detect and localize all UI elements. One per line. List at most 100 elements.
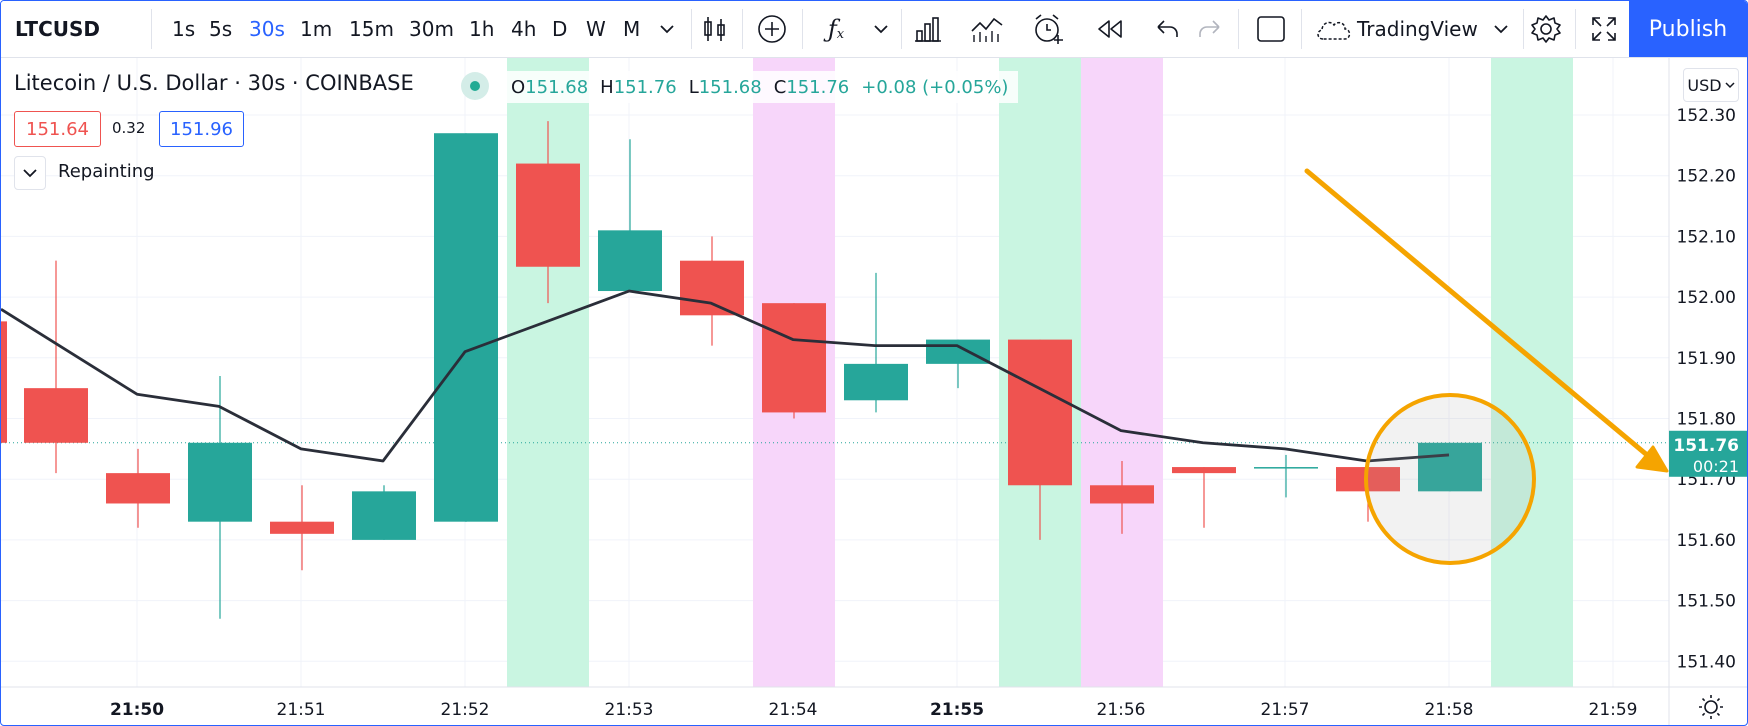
x-tick-label: 21:52 xyxy=(441,700,490,720)
indicator-collapse-button[interactable] xyxy=(14,156,46,190)
candle-down xyxy=(762,303,826,419)
x-tick-label: 21:56 xyxy=(1097,700,1146,720)
interval-30m[interactable]: 30m xyxy=(409,17,454,41)
fullscreen-icon[interactable] xyxy=(1587,1,1621,57)
arrow-shaft xyxy=(1304,168,1656,463)
y-tick-label: 151.50 xyxy=(1677,592,1736,612)
candle-body xyxy=(434,133,498,522)
low-value: L151.68 xyxy=(688,76,762,98)
y-tick-label: 152.00 xyxy=(1677,288,1736,308)
replay-icon[interactable] xyxy=(1093,1,1127,57)
rectangle-icon[interactable] xyxy=(1255,1,1287,57)
close-value: C151.76 xyxy=(773,76,850,98)
redo-icon[interactable] xyxy=(1194,1,1226,57)
candle-up xyxy=(598,139,662,292)
candle-down xyxy=(1008,339,1072,540)
repainting-line xyxy=(1,289,1450,463)
candle-up xyxy=(926,339,990,389)
candles-icon[interactable] xyxy=(699,1,731,57)
candles xyxy=(1,121,1482,619)
symbol-search[interactable]: LTCUSD xyxy=(15,17,100,41)
indicator-label[interactable]: Repainting xyxy=(58,161,155,182)
x-tick-label: 21:53 xyxy=(605,700,654,720)
interval-15m[interactable]: 15m xyxy=(349,17,394,41)
interval-1h[interactable]: 1h xyxy=(469,17,495,41)
interval-30s[interactable]: 30s xyxy=(249,17,285,41)
toolbar-divider xyxy=(901,9,902,49)
interval-4h[interactable]: 4h xyxy=(511,17,537,41)
sun-icon xyxy=(1699,695,1723,719)
open-value: O151.68 xyxy=(511,76,589,98)
axes: 152.30152.20152.10152.00151.90151.80151.… xyxy=(1,58,1747,725)
toolbar-divider xyxy=(1301,9,1302,49)
interval-5s[interactable]: 5s xyxy=(209,17,233,41)
chevron-down-icon[interactable] xyxy=(657,1,677,57)
candle-down xyxy=(1090,460,1154,534)
change-value: +0.08 (+0.05%) xyxy=(861,76,1009,98)
ohlc-values: O151.68 H151.76 L151.68 C151.76 +0.08 (+… xyxy=(501,71,1019,103)
annotations xyxy=(1304,168,1669,565)
toolbar-divider xyxy=(151,9,152,49)
layout-name[interactable]: TradingView xyxy=(1357,17,1478,41)
y-tick-label: 152.30 xyxy=(1677,106,1736,126)
symbol-title[interactable]: Litecoin / U.S. Dollar · 30s · COINBASE xyxy=(14,71,414,95)
sun-core xyxy=(1704,700,1718,714)
high-value: H151.76 xyxy=(600,76,677,98)
candle-up xyxy=(1254,454,1318,498)
chevron-down-icon[interactable] xyxy=(1491,1,1511,57)
candle-body xyxy=(270,521,334,534)
candle-body xyxy=(844,363,908,401)
y-tick-label: 151.80 xyxy=(1677,410,1736,430)
chevron-down-icon xyxy=(1725,81,1735,88)
publish-button[interactable]: Publish xyxy=(1629,1,1747,57)
currency-selector[interactable]: USD xyxy=(1683,68,1739,102)
sun-ray xyxy=(1716,712,1721,717)
x-tick-label: 21:57 xyxy=(1261,700,1310,720)
sell-price-button[interactable]: 151.64 xyxy=(14,111,101,147)
candle-body xyxy=(680,260,744,316)
candle-down xyxy=(680,236,744,346)
interval-d[interactable]: D xyxy=(552,17,568,41)
interval-m[interactable]: M xyxy=(623,17,641,41)
chevron-down-icon[interactable] xyxy=(871,1,891,57)
y-tick-label: 151.60 xyxy=(1677,531,1736,551)
candle-down xyxy=(24,260,88,474)
candle-up xyxy=(434,133,498,522)
market-status-icon[interactable] xyxy=(461,72,489,100)
buy-price-button[interactable]: 151.96 xyxy=(159,111,244,147)
cloud-icon xyxy=(1313,1,1353,57)
x-tick-label: 21:58 xyxy=(1425,700,1474,720)
candle-body xyxy=(106,473,170,504)
add-icon[interactable] xyxy=(755,1,789,57)
x-tick-label: 21:50 xyxy=(110,700,164,720)
candle-body xyxy=(516,163,580,267)
bar-chart-icon[interactable] xyxy=(911,1,945,57)
alert-icon[interactable] xyxy=(1031,1,1067,57)
candle-down xyxy=(516,121,580,304)
candle-body xyxy=(352,491,416,540)
gear-icon[interactable] xyxy=(1528,1,1564,57)
candle-up xyxy=(1418,442,1482,492)
highlight-band xyxy=(1491,58,1573,687)
toolbar-divider xyxy=(802,9,803,49)
interval-w[interactable]: W xyxy=(586,17,606,41)
repainting-line xyxy=(1,289,1450,463)
toolbar-divider xyxy=(1238,9,1239,49)
toolbar-divider xyxy=(1523,9,1524,49)
candle-body xyxy=(24,388,88,443)
interval-1m[interactable]: 1m xyxy=(300,17,333,41)
bar-countdown: 00:21 xyxy=(1693,457,1739,476)
x-tick-label: 21:54 xyxy=(769,700,818,720)
undo-icon[interactable] xyxy=(1151,1,1183,57)
compare-icon[interactable] xyxy=(969,1,1005,57)
candle-down xyxy=(106,448,170,528)
candle-body xyxy=(1418,442,1482,492)
toolbar-divider xyxy=(1575,9,1576,49)
candle-up xyxy=(352,485,416,540)
interval-1s[interactable]: 1s xyxy=(172,17,196,41)
x-tick-label: 21:55 xyxy=(930,700,984,720)
candle-body xyxy=(1172,467,1236,474)
